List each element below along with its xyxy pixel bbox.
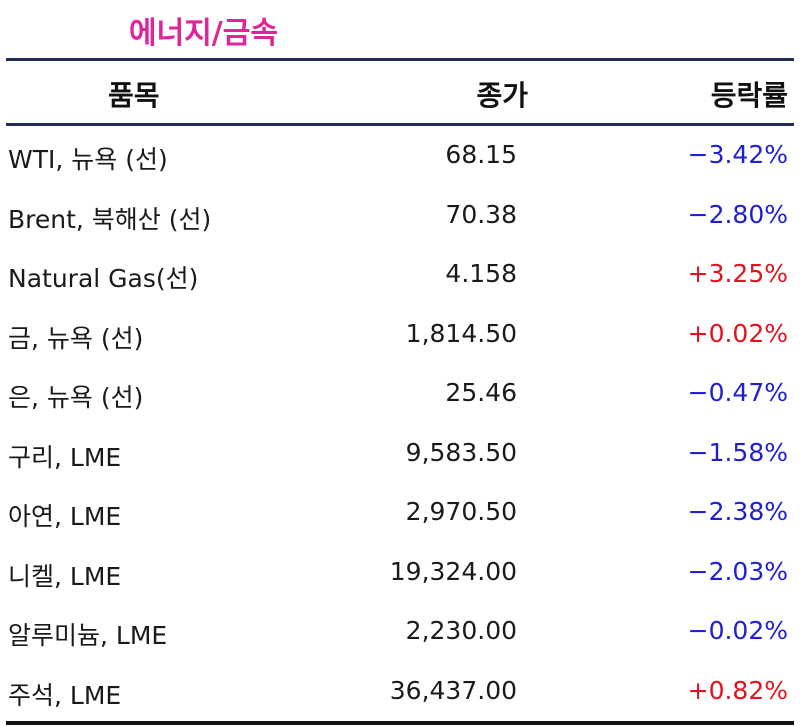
cell-change: −0.02% (687, 616, 788, 645)
cell-name: 은, 뉴욕 (선) (8, 383, 144, 412)
cell-name: 금, 뉴욕 (선) (8, 323, 144, 353)
cell-change: −0.47% (687, 378, 788, 407)
table-row: 은, 뉴욕 (선) 25.46 −0.47% (6, 364, 794, 424)
cell-close: 2,230.00 (405, 616, 517, 645)
cell-close: 1,814.50 (405, 318, 517, 348)
cell-change: −2.03% (687, 556, 788, 586)
cell-change: −1.58% (687, 437, 788, 467)
cell-name: Brent, 북해산 (선) (8, 204, 212, 234)
cell-close: 68.15 (445, 140, 517, 169)
cell-close: 9,583.50 (405, 437, 517, 467)
cell-change: −2.80% (687, 199, 788, 229)
header-rule (6, 123, 794, 126)
table-row: 구리, LME 9,583.50 −1.58% (6, 424, 794, 484)
cell-change: +0.82% (687, 675, 788, 705)
cell-name: Natural Gas(선) (8, 264, 199, 293)
table-bottom-rule (6, 721, 794, 725)
page-title: 에너지/금속 (129, 16, 278, 51)
table-top-rule (6, 58, 794, 61)
cell-close: 70.38 (445, 199, 517, 229)
cell-close: 4.158 (445, 259, 517, 288)
table-row: 아연, LME 2,970.50 −2.38% (6, 483, 794, 543)
table-row: 주석, LME 36,437.00 +0.82% (6, 662, 794, 722)
cell-change: −2.38% (687, 497, 788, 526)
cell-change: +0.02% (687, 318, 788, 348)
cell-name: 주석, LME (8, 680, 122, 710)
header-item: 품목 (108, 79, 160, 112)
header-change: 등락률 (710, 79, 788, 112)
table-row: 알루미늄, LME 2,230.00 −0.02% (6, 602, 794, 662)
table-row: WTI, 뉴욕 (선) 68.15 −3.42% (6, 126, 794, 186)
table-row: Brent, 북해산 (선) 70.38 −2.80% (6, 186, 794, 246)
cell-name: WTI, 뉴욕 (선) (8, 145, 168, 174)
table-row: 금, 뉴욕 (선) 1,814.50 +0.02% (6, 305, 794, 365)
cell-name: 알루미늄, LME (8, 621, 168, 650)
commodity-table: 품목 종가 등락률 WTI, 뉴욕 (선) 68.15 −3.42% Brent… (6, 58, 794, 725)
cell-name: 니켈, LME (8, 561, 122, 591)
cell-close: 25.46 (445, 378, 517, 407)
cell-close: 36,437.00 (389, 675, 517, 705)
cell-change: −3.42% (687, 140, 788, 169)
table-row: Natural Gas(선) 4.158 +3.25% (6, 245, 794, 305)
cell-close: 2,970.50 (405, 497, 517, 526)
header-close: 종가 (476, 79, 528, 112)
cell-change: +3.25% (687, 259, 788, 288)
table-row: 니켈, LME 19,324.00 −2.03% (6, 543, 794, 603)
cell-close: 19,324.00 (389, 556, 517, 586)
table-header: 품목 종가 등락률 (6, 61, 794, 123)
cell-name: 구리, LME (8, 442, 122, 472)
cell-name: 아연, LME (8, 502, 122, 531)
